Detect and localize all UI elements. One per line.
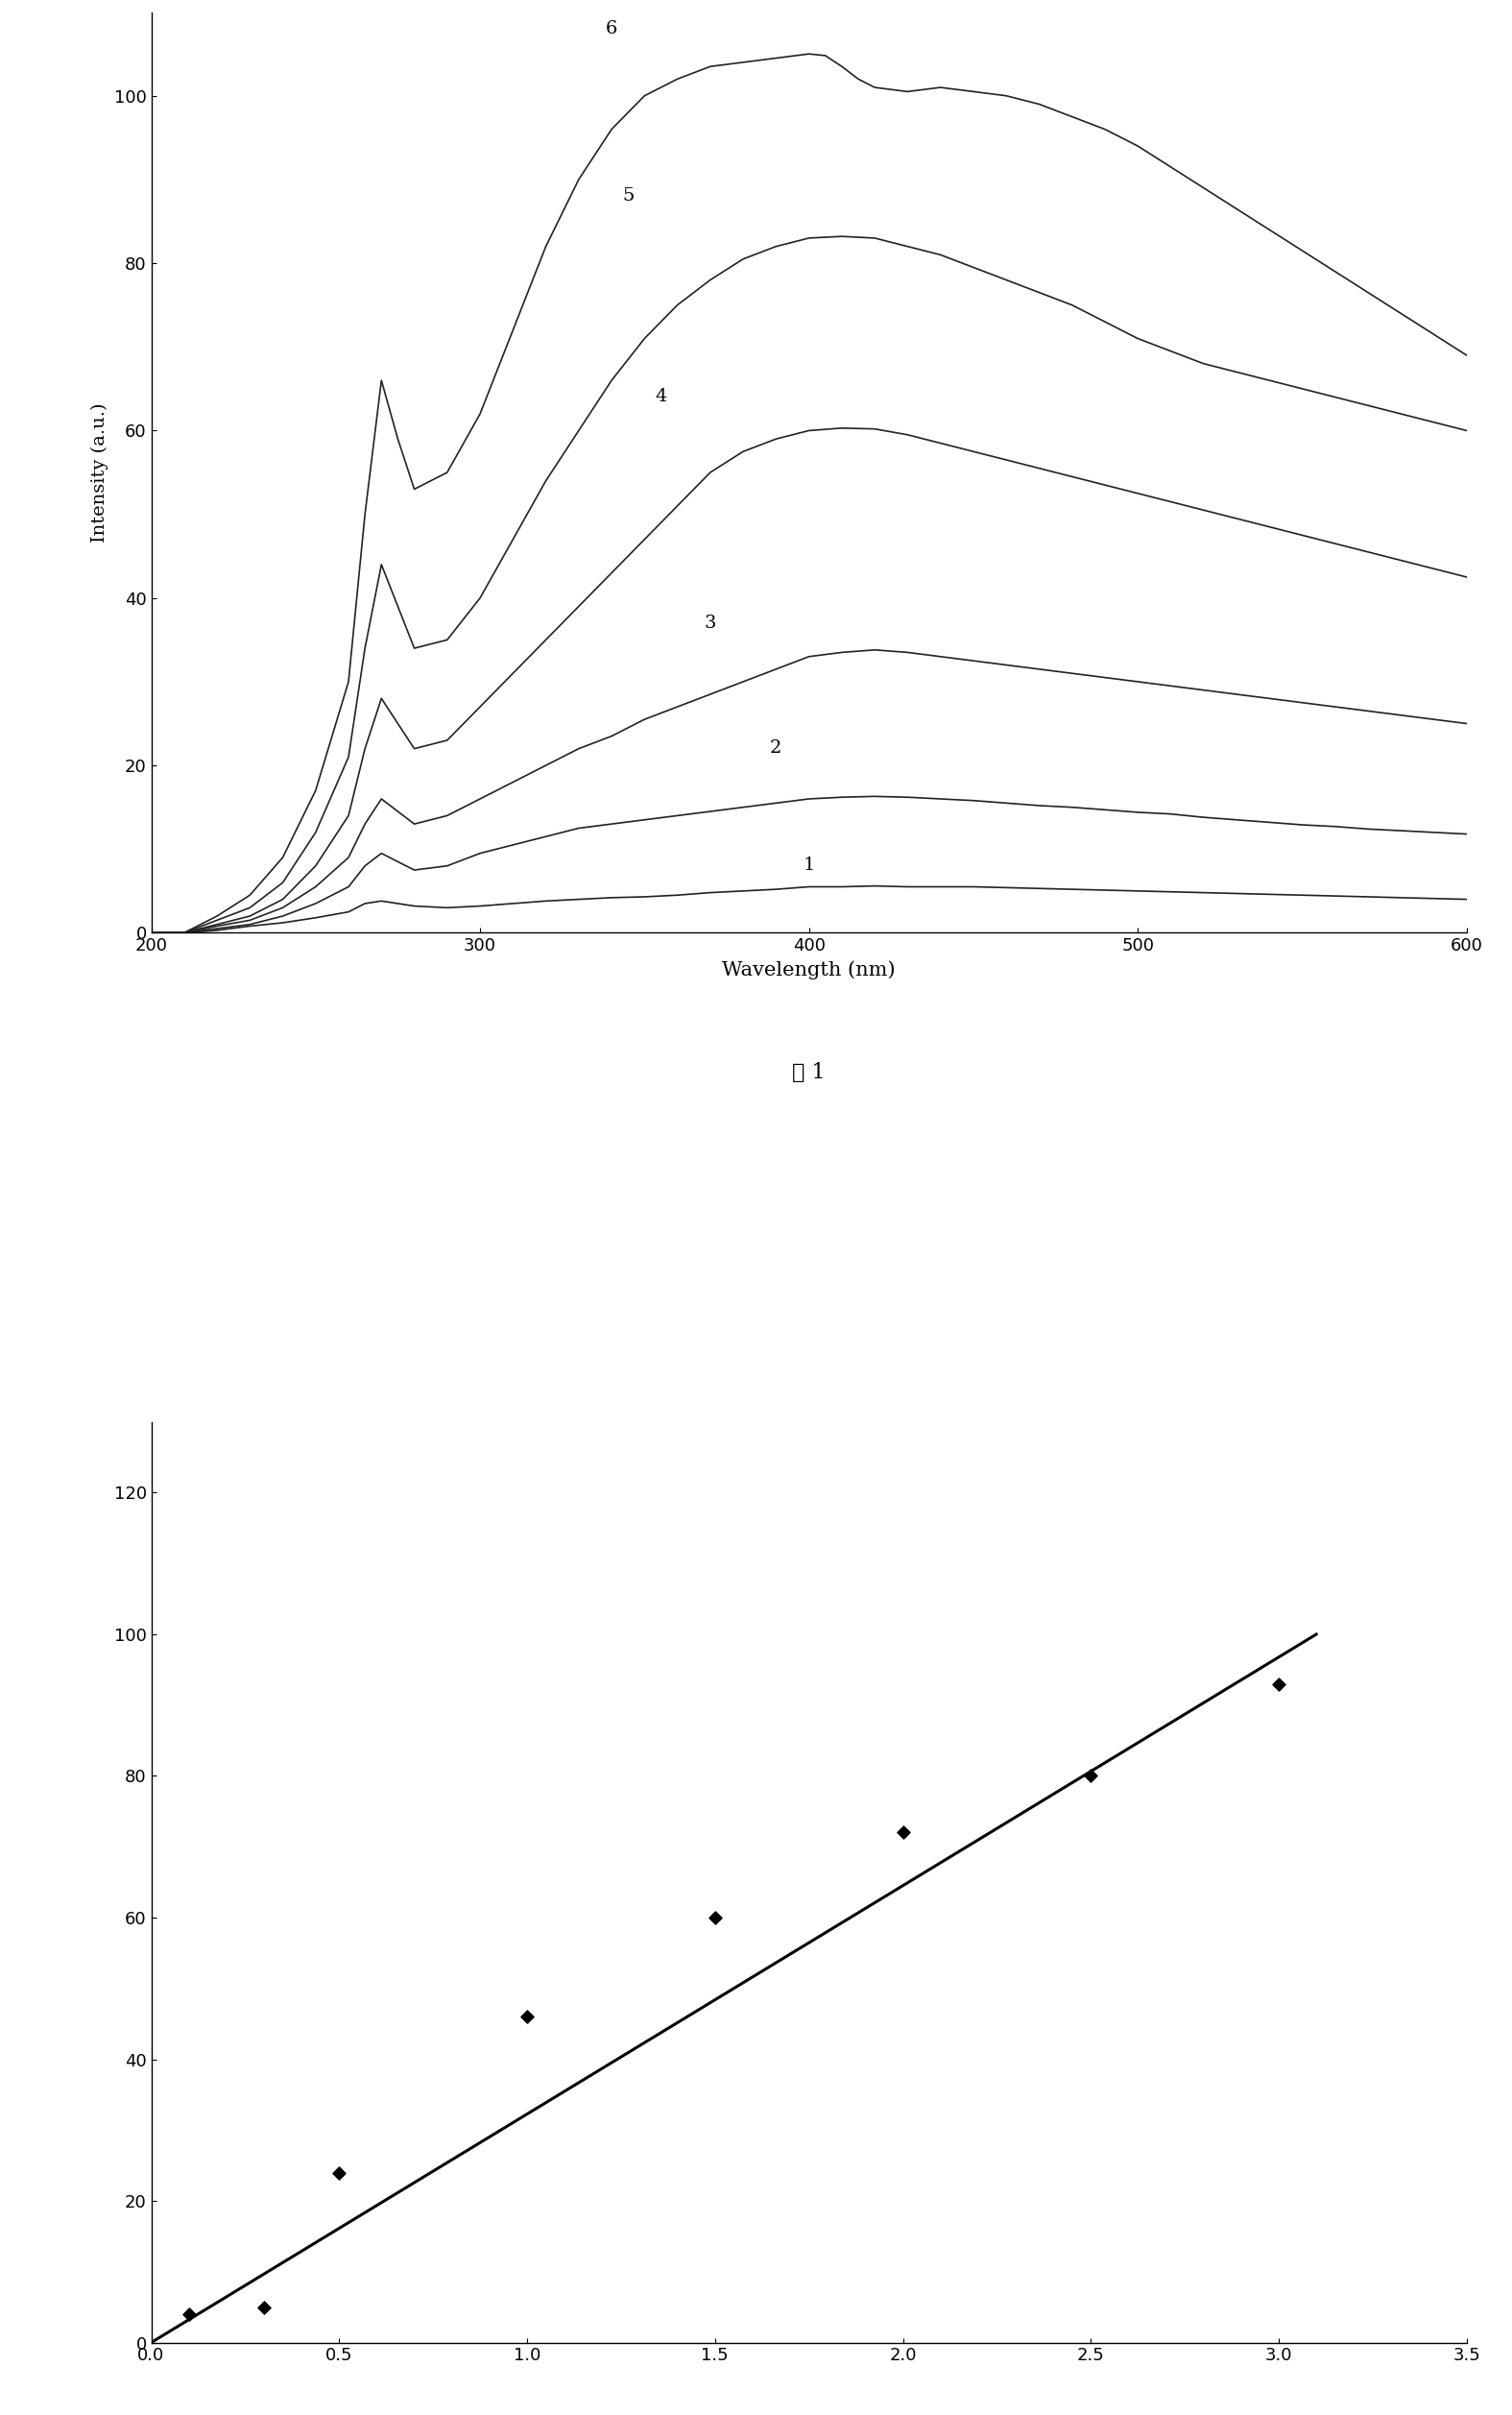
Point: [516, 1997, 540, 2036]
Text: 图 1: 图 1: [792, 1063, 826, 1082]
X-axis label: Wavelength (nm): Wavelength (nm): [723, 961, 895, 978]
Y-axis label: Intensity (a.u.): Intensity (a.u.): [91, 403, 109, 543]
Text: 5: 5: [621, 188, 634, 205]
Text: 2: 2: [770, 739, 782, 756]
Text: 1: 1: [803, 857, 815, 874]
Point: [253, 2287, 277, 2326]
Text: 6: 6: [606, 19, 617, 36]
Text: 3: 3: [705, 613, 717, 630]
Point: [703, 1898, 727, 1937]
Point: [1267, 1664, 1291, 1703]
Text: 4: 4: [655, 389, 667, 406]
Point: [891, 1814, 915, 1852]
Point: [327, 2154, 351, 2193]
Point: [1078, 1756, 1102, 1794]
Point: [177, 2294, 201, 2333]
